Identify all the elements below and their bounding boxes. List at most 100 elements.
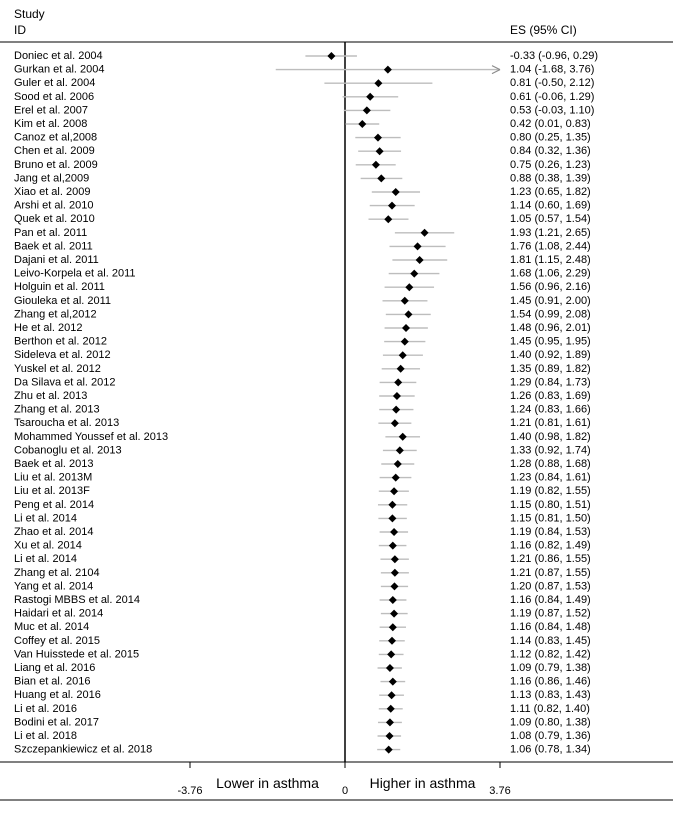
es-text: 1.15 (0.81, 1.50): [510, 512, 591, 524]
study-label: Quek et al. 2010: [14, 213, 95, 225]
es-text: 0.81 (-0.50, 2.12): [510, 77, 594, 89]
study-label: Peng et al. 2014: [14, 499, 94, 511]
study-label: Berthon et al. 2012: [14, 336, 107, 348]
es-text: 1.54 (0.99, 2.08): [510, 308, 591, 320]
es-text: 0.80 (0.25, 1.35): [510, 132, 591, 144]
es-marker: [401, 338, 409, 346]
study-label: Leivo-Korpela et al. 2011: [14, 268, 136, 280]
es-marker: [390, 582, 398, 590]
study-label: Yang et al. 2014: [14, 580, 93, 592]
study-label: Yuskel et al. 2012: [14, 363, 101, 375]
es-text: 1.15 (0.80, 1.51): [510, 499, 591, 511]
es-marker: [416, 256, 424, 264]
es-text: 1.26 (0.83, 1.69): [510, 390, 591, 402]
study-label: Haidari et al. 2014: [14, 608, 103, 620]
es-marker: [376, 147, 384, 155]
study-label: Li et al. 2014: [14, 553, 77, 565]
study-label: Erel et al. 2007: [14, 104, 88, 116]
study-label: Zhang et al. 2104: [14, 567, 100, 579]
es-text: 1.93 (1.21, 2.65): [510, 227, 591, 239]
tick-label-right: 3.76: [489, 785, 510, 797]
es-marker: [389, 596, 397, 604]
es-marker: [397, 365, 405, 373]
es-text: 1.28 (0.88, 1.68): [510, 458, 591, 470]
study-label: Kim et al. 2008: [14, 118, 87, 130]
study-label: Li et al. 2018: [14, 730, 77, 742]
es-marker: [394, 460, 402, 468]
es-text: 1.12 (0.82, 1.42): [510, 648, 591, 660]
es-marker: [384, 66, 392, 74]
study-label: Xu et al. 2014: [14, 540, 82, 552]
es-text: 1.21 (0.87, 1.55): [510, 567, 591, 579]
es-text: 1.09 (0.79, 1.38): [510, 662, 591, 674]
es-text: 1.05 (0.57, 1.54): [510, 213, 591, 225]
es-marker: [389, 542, 397, 550]
study-label: Pan et al. 2011: [14, 227, 87, 239]
study-label: Li et al. 2014: [14, 512, 77, 524]
es-marker: [404, 310, 412, 318]
es-marker: [388, 501, 396, 509]
es-marker: [366, 93, 374, 101]
es-marker: [399, 433, 407, 441]
es-text: 1.24 (0.83, 1.66): [510, 404, 591, 416]
es-text: 0.75 (0.26, 1.23): [510, 159, 591, 171]
tick-label-left: -3.76: [177, 785, 202, 797]
study-label: Rastogi MBBS et al. 2014: [14, 594, 140, 606]
study-label: Szczepankiewicz et al. 2018: [14, 744, 152, 756]
es-marker: [390, 528, 398, 536]
es-marker: [386, 718, 394, 726]
es-marker: [387, 650, 395, 658]
study-label: Gurkan et al. 2004: [14, 64, 105, 76]
es-text: 0.84 (0.32, 1.36): [510, 145, 591, 157]
es-text: 1.20 (0.87, 1.53): [510, 580, 591, 592]
study-label: Zhang et al. 2013: [14, 404, 100, 416]
study-label: Arshi et al. 2010: [14, 200, 94, 212]
es-text: 1.40 (0.98, 1.82): [510, 431, 591, 443]
es-marker: [421, 229, 429, 237]
axis-label-higher: Higher in asthma: [370, 775, 476, 791]
es-text: 1.16 (0.84, 1.49): [510, 594, 591, 606]
es-marker: [391, 569, 399, 577]
es-text: 1.06 (0.78, 1.34): [510, 744, 591, 756]
es-marker: [374, 134, 382, 142]
es-marker: [390, 610, 398, 618]
tick-label-zero: 0: [342, 785, 348, 797]
es-marker: [363, 106, 371, 114]
es-text: 1.40 (0.92, 1.89): [510, 349, 591, 361]
es-marker: [358, 120, 366, 128]
es-marker: [401, 297, 409, 305]
es-marker: [391, 419, 399, 427]
es-marker: [391, 555, 399, 563]
es-marker: [390, 487, 398, 495]
es-marker: [386, 664, 394, 672]
study-label: Baek et al. 2013: [14, 458, 94, 470]
es-text: 1.14 (0.83, 1.45): [510, 635, 591, 647]
es-marker: [402, 324, 410, 332]
study-label: Jang et al,2009: [14, 172, 89, 184]
study-label: Zhang et al,2012: [14, 308, 97, 320]
study-label: Zhao et al. 2014: [14, 526, 94, 538]
es-text: 1.21 (0.86, 1.55): [510, 553, 591, 565]
es-text: 1.13 (0.83, 1.43): [510, 689, 591, 701]
es-marker: [385, 746, 393, 754]
es-text: 1.68 (1.06, 2.29): [510, 268, 591, 280]
study-label: Liu et al. 2013M: [14, 472, 92, 484]
es-text: 1.33 (0.92, 1.74): [510, 444, 591, 456]
es-marker: [394, 378, 402, 386]
study-label: Sideleva et al. 2012: [14, 349, 111, 361]
study-label: Sood et al. 2006: [14, 91, 94, 103]
es-text: 1.23 (0.84, 1.61): [510, 472, 591, 484]
study-label: Da Silava et al. 2012: [14, 376, 116, 388]
es-text: 1.16 (0.84, 1.48): [510, 621, 591, 633]
study-label: Chen et al. 2009: [14, 145, 95, 157]
es-text: 1.04 (-1.68, 3.76): [510, 64, 594, 76]
study-label: Van Huisstede et al. 2015: [14, 648, 139, 660]
es-marker: [389, 623, 397, 631]
es-text: -0.33 (-0.96, 0.29): [510, 50, 598, 62]
es-text: 1.19 (0.87, 1.52): [510, 608, 591, 620]
es-marker: [392, 188, 400, 196]
es-marker: [372, 161, 380, 169]
es-marker: [327, 52, 335, 60]
es-text: 1.19 (0.84, 1.53): [510, 526, 591, 538]
es-marker: [392, 406, 400, 414]
